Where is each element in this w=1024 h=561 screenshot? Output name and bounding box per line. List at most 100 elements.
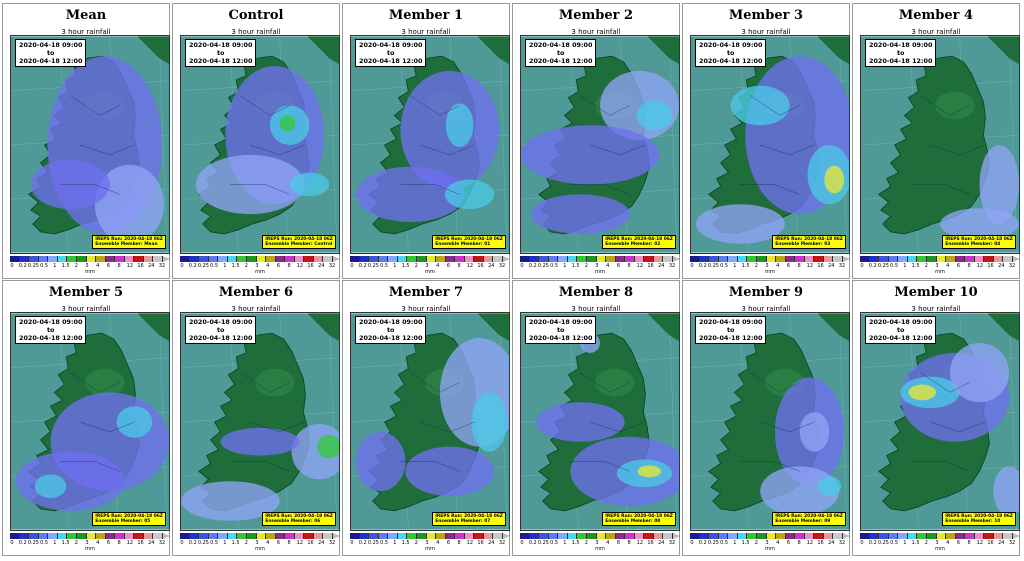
legend-tick: 8 bbox=[287, 540, 291, 546]
legend-tick: 1 bbox=[53, 263, 57, 269]
county-borders bbox=[740, 95, 815, 195]
legend-arrow bbox=[843, 533, 850, 539]
legend-swatch bbox=[38, 256, 49, 262]
run-info-box: IREPS Run: 2020-04-18 06Z Ensemble Member… bbox=[92, 512, 166, 526]
date-line: to bbox=[217, 49, 225, 57]
legend-tick: 1.5 bbox=[741, 263, 750, 269]
panel-title: Member 3 bbox=[728, 8, 804, 23]
run-label: IREPS Run: 2020-04-18 06Z bbox=[605, 514, 673, 519]
color-legend: 0 0.2 0.25 0.5 1 1.5 2 3 4 6 8 12 16 24 32 mm bbox=[10, 256, 170, 278]
legend-tick: 12 bbox=[466, 540, 474, 546]
land-scotland bbox=[477, 36, 509, 65]
legend-tick: 6 bbox=[276, 263, 281, 269]
panel-subtitle: 3 hour rainfall bbox=[61, 28, 111, 36]
legend-tick: 4 bbox=[266, 540, 270, 546]
legend-swatch bbox=[180, 256, 190, 262]
legend-tick: 2 bbox=[754, 263, 758, 269]
legend-ticks: 0 0.2 0.25 0.5 1 1.5 2 3 4 6 8 12 16 24 32 bbox=[350, 539, 510, 547]
legend-swatch bbox=[879, 533, 889, 539]
panel-title: Member 6 bbox=[218, 285, 294, 300]
rain-area bbox=[730, 85, 790, 126]
county-borders bbox=[230, 372, 305, 472]
legend-swatch bbox=[294, 256, 305, 262]
legend-tick: 32 bbox=[838, 540, 846, 546]
legend-swatch bbox=[38, 533, 49, 539]
legend-swatch bbox=[285, 256, 295, 262]
date-range-box: 2020-04-18 09:00 to 2020-04-18 12:00 bbox=[525, 39, 597, 67]
legend-swatch bbox=[275, 256, 286, 262]
legend-swatch bbox=[596, 256, 607, 262]
legend-ticks: 0 0.2 0.25 0.5 1 1.5 2 3 4 6 8 12 16 24 32 bbox=[180, 539, 340, 547]
color-legend: 0 0.2 0.25 0.5 1 1.5 2 3 4 6 8 12 16 24 32 mm bbox=[860, 256, 1020, 278]
color-legend: 0 0.2 0.25 0.5 1 1.5 2 3 4 6 8 12 16 24 32 mm bbox=[690, 256, 850, 278]
legend-tick: 32 bbox=[498, 263, 506, 269]
land-scotland bbox=[137, 313, 169, 342]
land-scotland bbox=[817, 36, 849, 65]
legend-tick: 16 bbox=[307, 540, 314, 546]
county-borders bbox=[400, 372, 475, 472]
run-label: IREPS Run: 2020-04-18 06Z bbox=[95, 237, 163, 242]
member-label: Ensemble Member: Mean bbox=[95, 242, 158, 247]
legend-tick: 1 bbox=[393, 540, 397, 546]
rain-area bbox=[355, 166, 465, 223]
county-borders bbox=[910, 95, 985, 195]
run-label: IREPS Run: 2020-04-18 06Z bbox=[95, 514, 163, 519]
map-canvas bbox=[691, 313, 849, 530]
legend-tick: 24 bbox=[828, 263, 835, 269]
rain-area bbox=[979, 144, 1019, 224]
legend-tick: 0.2 bbox=[358, 263, 367, 269]
legend-tick: 1 bbox=[393, 263, 397, 269]
date-line: to bbox=[557, 326, 565, 334]
legend-swatch bbox=[124, 533, 135, 539]
legend-swatch bbox=[756, 533, 767, 539]
member-label: Ensemble Member: 10 bbox=[945, 519, 1001, 524]
member-label: Ensemble Member: 02 bbox=[605, 242, 661, 247]
legend-tick: 6 bbox=[786, 540, 791, 546]
legend-swatch bbox=[227, 533, 238, 539]
legend-tick: 2 bbox=[924, 540, 928, 546]
rainfall-map: 2020-04-18 09:00 to 2020-04-18 12:00 IREPS … bbox=[180, 35, 340, 254]
map-panel: Control 3 hour rainfall 2020-04-18 09:00 to… bbox=[172, 3, 340, 279]
legend-swatch bbox=[709, 256, 719, 262]
legend-arrow bbox=[673, 256, 680, 262]
legend-swatch bbox=[699, 533, 710, 539]
legend-swatch bbox=[606, 533, 616, 539]
legend-swatch bbox=[378, 256, 389, 262]
legend-arrow bbox=[843, 256, 850, 262]
legend-tick: 16 bbox=[987, 263, 994, 269]
run-info-box: IREPS Run: 2020-04-18 06Z Ensemble Member… bbox=[92, 235, 166, 249]
terrain-highlight bbox=[255, 368, 295, 397]
legend-arrow bbox=[1013, 256, 1020, 262]
legend-swatch bbox=[974, 533, 985, 539]
color-legend: 0 0.2 0.25 0.5 1 1.5 2 3 4 6 8 12 16 24 32 mm bbox=[520, 533, 680, 555]
legend-swatch bbox=[625, 256, 635, 262]
legend-tick: 1.5 bbox=[61, 540, 70, 546]
legend-swatch bbox=[984, 533, 994, 539]
legend-swatch bbox=[539, 533, 549, 539]
legend-tick: 0 bbox=[10, 263, 14, 269]
legend-tick: 1 bbox=[903, 540, 907, 546]
date-range-box: 2020-04-18 09:00 to 2020-04-18 12:00 bbox=[695, 39, 767, 67]
legend-unit: mm bbox=[595, 269, 605, 275]
date-line: to bbox=[557, 49, 565, 57]
date-line: 2020-04-18 12:00 bbox=[359, 57, 423, 65]
legend-swatch bbox=[615, 256, 626, 262]
member-label: Ensemble Member: 06 bbox=[265, 519, 321, 524]
legend-swatch bbox=[917, 533, 927, 539]
legend-swatch bbox=[823, 533, 834, 539]
legend-tick: 0.25 bbox=[197, 263, 209, 269]
panel-subtitle: 3 hour rainfall bbox=[741, 28, 791, 36]
legend-tick: 0.2 bbox=[18, 540, 27, 546]
legend-bar bbox=[10, 533, 170, 539]
legend-tick: 8 bbox=[797, 263, 801, 269]
legend-swatch bbox=[86, 533, 97, 539]
map-panel: Member 10 3 hour rainfall 2020-04-18 09:00… bbox=[852, 280, 1020, 556]
date-line: 2020-04-18 09:00 bbox=[189, 41, 253, 49]
legend-swatch bbox=[936, 256, 947, 262]
rain-area bbox=[636, 100, 673, 131]
map-canvas bbox=[181, 36, 339, 253]
legend-tick: 4 bbox=[776, 263, 780, 269]
legend-tick: 16 bbox=[477, 263, 484, 269]
legend-swatch bbox=[48, 533, 58, 539]
